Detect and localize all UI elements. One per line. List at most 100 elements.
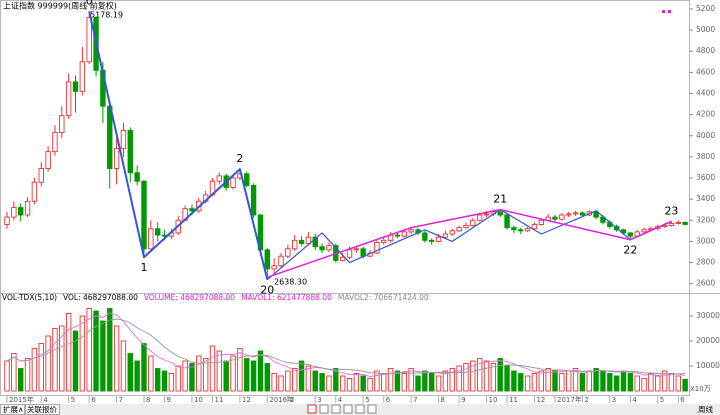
x-tick-label: 2016年 xyxy=(269,395,294,404)
candle-body xyxy=(353,248,360,251)
icon xyxy=(662,10,665,13)
volume-bar xyxy=(360,375,366,392)
volume-bar xyxy=(504,365,510,392)
candle-body xyxy=(524,228,531,232)
volume-bar xyxy=(216,350,223,392)
candle-body xyxy=(593,211,599,218)
volume-bar xyxy=(250,360,257,392)
candle-body xyxy=(429,239,435,242)
candle-body xyxy=(244,173,250,186)
volume-bar xyxy=(45,335,51,392)
volume-bar xyxy=(148,355,154,392)
candle-body xyxy=(319,246,325,251)
volume-bar xyxy=(86,308,92,392)
wave-label: 2 xyxy=(236,152,243,165)
volume-bar xyxy=(655,375,661,392)
candle-body xyxy=(422,232,428,241)
icon-button[interactable] xyxy=(343,404,353,414)
x-tick-label: 11 xyxy=(215,396,224,404)
icon-button[interactable] xyxy=(331,404,341,414)
candle-body xyxy=(435,236,442,242)
volume-bar xyxy=(545,368,551,392)
icon-button[interactable] xyxy=(307,404,317,414)
volume-bar xyxy=(175,365,181,392)
candle-body xyxy=(511,227,517,231)
y-tick-label: 3000 xyxy=(696,236,715,245)
x-tick-label: 2015年 xyxy=(9,395,34,404)
candle-body xyxy=(52,132,58,153)
volume-bar xyxy=(442,370,449,392)
volume-bar xyxy=(538,370,544,392)
volume-bar xyxy=(154,368,161,392)
wave-label: 22 xyxy=(623,244,637,257)
x-tick-label: 2017年 xyxy=(557,395,582,404)
volume-bar xyxy=(476,358,483,392)
wave-line xyxy=(267,208,672,279)
volume-header: VOL-TDX(5,10) xyxy=(2,293,57,302)
candle-body xyxy=(250,184,257,216)
tab-label[interactable]: 扩展∧ xyxy=(3,404,24,414)
volume-bar xyxy=(387,368,394,392)
volume-bar xyxy=(600,370,606,392)
candle-body xyxy=(45,151,51,169)
candle-body xyxy=(463,225,469,229)
candle-body xyxy=(518,229,524,232)
volume-bar xyxy=(620,370,627,392)
candle-body xyxy=(216,175,223,182)
volume-bar xyxy=(627,373,634,392)
y-tick-label: 4200 xyxy=(696,110,715,119)
volume-bar xyxy=(182,360,188,392)
candle-body xyxy=(141,180,147,250)
volume-bar xyxy=(79,315,86,392)
candle-body xyxy=(107,105,113,169)
volume-bar xyxy=(223,360,229,392)
candle-body xyxy=(483,213,490,216)
candle-body xyxy=(11,207,17,218)
volume-bar xyxy=(463,363,469,392)
volume-bar xyxy=(531,373,538,392)
y-tick-label: 3200 xyxy=(696,215,715,224)
volume-bar xyxy=(579,373,586,392)
volume-bar xyxy=(4,360,10,392)
icon-button[interactable] xyxy=(367,404,377,414)
plot-frame xyxy=(0,0,690,396)
volume-bar xyxy=(107,308,113,392)
candle-body xyxy=(566,213,572,216)
volume-bar xyxy=(134,360,140,392)
chart-title: 上证指数 999999(周线 前复权) xyxy=(3,1,117,11)
volume-bar xyxy=(257,350,264,392)
wave-label: 1 xyxy=(141,261,148,274)
wave-label: 0 xyxy=(86,0,93,7)
volume-bar xyxy=(312,370,318,392)
volume-bar xyxy=(189,363,195,392)
icon-button[interactable] xyxy=(355,404,365,414)
candle-body xyxy=(339,256,346,261)
volume-bar xyxy=(326,375,332,392)
volume-ma-line xyxy=(6,318,686,375)
x-tick-label: 11 xyxy=(509,396,518,404)
x-tick-label: 5 xyxy=(365,396,369,404)
volume-header: MAVOL1: 621477888.00 xyxy=(241,293,332,302)
candle-body xyxy=(572,212,579,215)
candle-body xyxy=(346,249,353,258)
tab-label[interactable]: 关联报价 xyxy=(27,404,57,414)
icon-button[interactable] xyxy=(319,404,329,414)
volume-bar xyxy=(333,368,339,392)
volume-bar xyxy=(52,328,58,392)
x-tick-label: 3 xyxy=(317,396,321,404)
volume-bar xyxy=(634,375,640,392)
volume-bar xyxy=(593,368,599,392)
candle-body xyxy=(305,236,312,244)
volume-bar xyxy=(456,365,462,392)
x-tick-label: 12 xyxy=(242,396,251,404)
period-label[interactable]: 周线 xyxy=(698,404,713,414)
candle-body xyxy=(278,255,284,267)
y-tick-label: 3400 xyxy=(696,194,715,203)
volume-bar xyxy=(470,360,476,392)
volume-bar xyxy=(682,378,688,392)
volume-bar xyxy=(72,330,79,392)
volume-bar xyxy=(196,355,202,392)
volume-bar xyxy=(435,375,442,392)
